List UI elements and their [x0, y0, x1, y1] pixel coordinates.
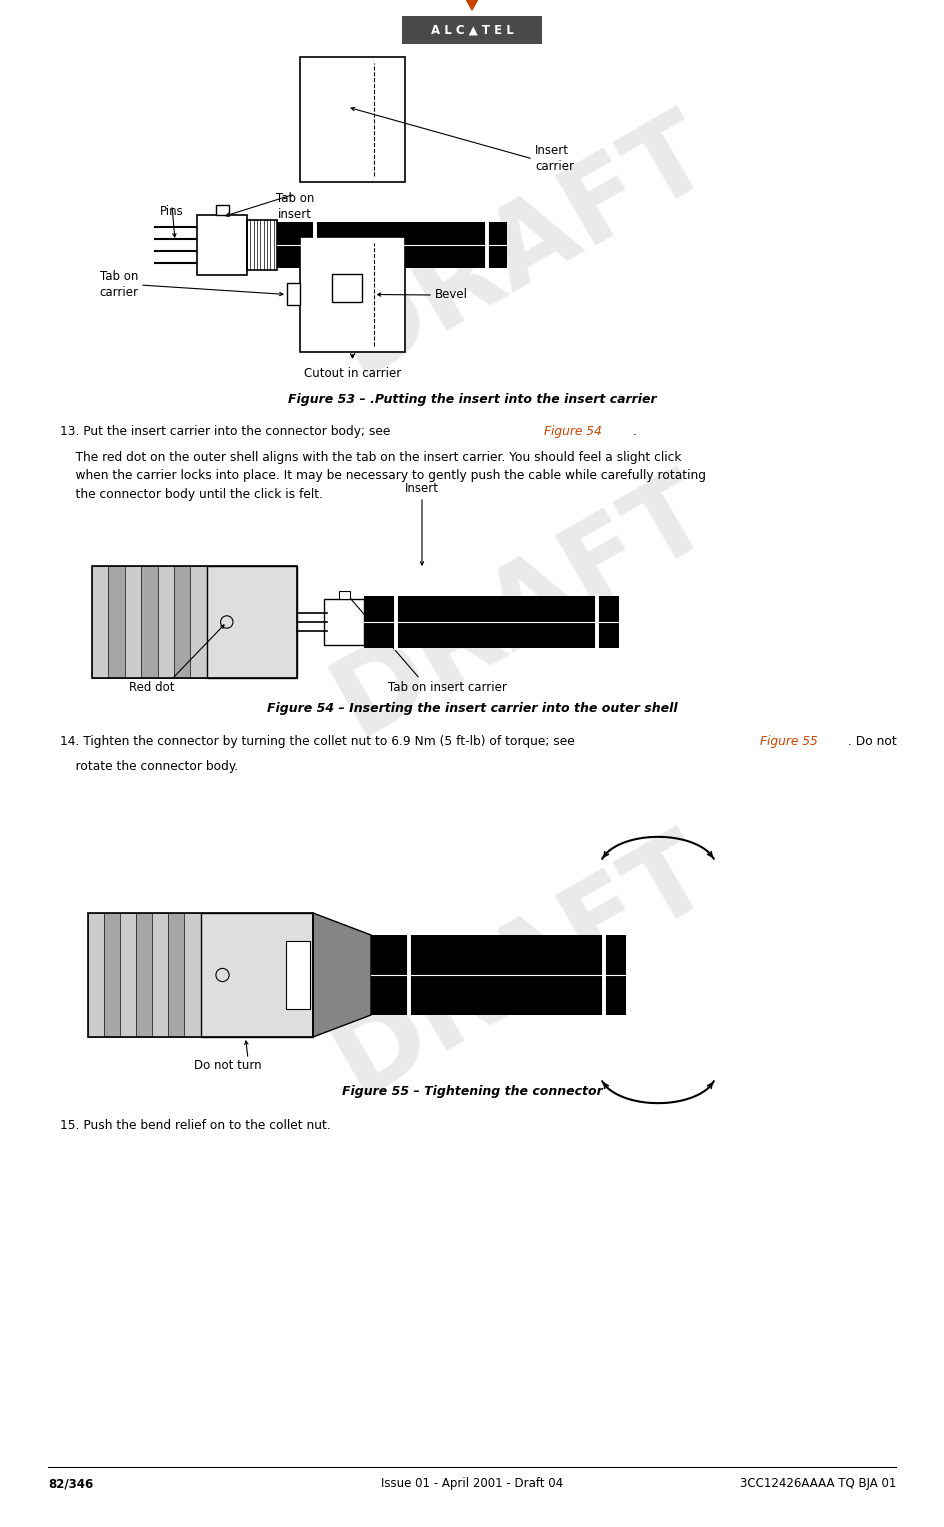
Text: Issue 01 - April 2001 - Draft 04: Issue 01 - April 2001 - Draft 04: [381, 1478, 563, 1490]
Bar: [120, 913, 136, 1037]
Text: DRAFT: DRAFT: [315, 96, 729, 397]
Bar: [277, 221, 507, 269]
Bar: [92, 567, 109, 678]
Text: 13. Put the insert carrier into the connector body; see: 13. Put the insert carrier into the conn…: [60, 425, 395, 438]
Text: 14. Tighten the connector by turning the collet nut to 6.9 Nm (5 ft-lb) of torqu: 14. Tighten the connector by turning the…: [60, 734, 579, 748]
Text: Insert
carrier: Insert carrier: [535, 145, 574, 174]
Bar: [191, 567, 207, 678]
Text: Figure 53 – .Putting the insert into the insert carrier: Figure 53 – .Putting the insert into the…: [288, 392, 656, 406]
Bar: [184, 913, 200, 1037]
Bar: [247, 220, 277, 270]
Bar: [287, 284, 300, 305]
Text: Red dot: Red dot: [129, 681, 175, 693]
Bar: [88, 913, 104, 1037]
Text: 3CC12426AAAA TQ BJA 01: 3CC12426AAAA TQ BJA 01: [740, 1478, 896, 1490]
Bar: [207, 567, 297, 678]
Bar: [152, 913, 168, 1037]
Text: Insert: Insert: [405, 483, 439, 495]
Text: Do not turn: Do not turn: [194, 1060, 261, 1072]
Bar: [324, 599, 364, 644]
Polygon shape: [464, 0, 480, 11]
Text: Pins: Pins: [160, 205, 184, 218]
Bar: [339, 591, 349, 599]
Text: Figure 54: Figure 54: [544, 425, 601, 438]
Bar: [142, 567, 158, 678]
Bar: [364, 596, 619, 647]
Text: . Do not: . Do not: [848, 734, 897, 748]
Text: A L C ▲ T E L: A L C ▲ T E L: [430, 23, 514, 37]
Bar: [402, 15, 542, 44]
Bar: [200, 913, 313, 1037]
Text: Tab on insert carrier: Tab on insert carrier: [388, 681, 507, 693]
Text: 82/346: 82/346: [48, 1478, 93, 1490]
Text: .: .: [633, 425, 637, 438]
Bar: [158, 567, 174, 678]
Text: rotate the connector body.: rotate the connector body.: [60, 760, 238, 773]
Text: Figure 55: Figure 55: [760, 734, 818, 748]
Text: Figure 55 – Tightening the connector: Figure 55 – Tightening the connector: [342, 1086, 602, 1098]
Text: DRAFT: DRAFT: [315, 817, 729, 1118]
Bar: [331, 275, 362, 302]
Text: Figure 54 – Inserting the insert carrier into the outer shell: Figure 54 – Inserting the insert carrier…: [267, 702, 677, 716]
Bar: [136, 913, 152, 1037]
Polygon shape: [313, 913, 371, 1037]
Bar: [92, 567, 297, 678]
Text: The red dot on the outer shell aligns with the tab on the insert carrier. You sh: The red dot on the outer shell aligns wi…: [60, 450, 706, 501]
Text: Bevel: Bevel: [435, 289, 468, 301]
Bar: [104, 913, 120, 1037]
Text: Cutout in carrier: Cutout in carrier: [304, 366, 401, 380]
Bar: [300, 56, 405, 182]
Bar: [286, 941, 310, 1009]
Bar: [125, 567, 142, 678]
Text: Tab on
carrier: Tab on carrier: [99, 270, 138, 299]
Bar: [109, 567, 125, 678]
Bar: [174, 567, 191, 678]
Bar: [88, 913, 313, 1037]
Text: Tab on
insert: Tab on insert: [276, 192, 314, 221]
Text: 15. Push the bend relief on to the collet nut.: 15. Push the bend relief on to the colle…: [60, 1119, 330, 1132]
Bar: [371, 935, 626, 1015]
Bar: [168, 913, 184, 1037]
Text: DRAFT: DRAFT: [315, 457, 729, 757]
Bar: [197, 215, 247, 275]
Bar: [300, 237, 405, 353]
Bar: [215, 205, 228, 215]
